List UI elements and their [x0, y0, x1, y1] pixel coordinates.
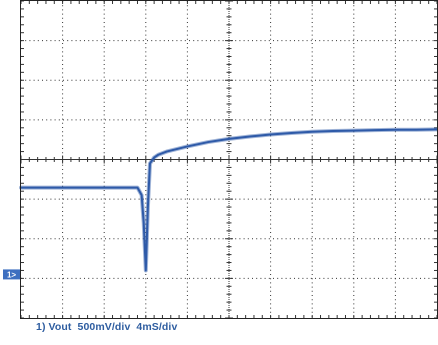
vout-trace	[20, 128, 438, 272]
scope-screen: 1>	[3, 0, 438, 319]
marker-layer: 1>	[3, 269, 20, 280]
channel-caption: 1) Vout 500mV/div 4mS/div	[36, 321, 178, 333]
trace-layer	[19, 127, 438, 273]
channel-1-marker-label: 1>	[7, 271, 16, 280]
channel-1-marker	[3, 269, 20, 280]
